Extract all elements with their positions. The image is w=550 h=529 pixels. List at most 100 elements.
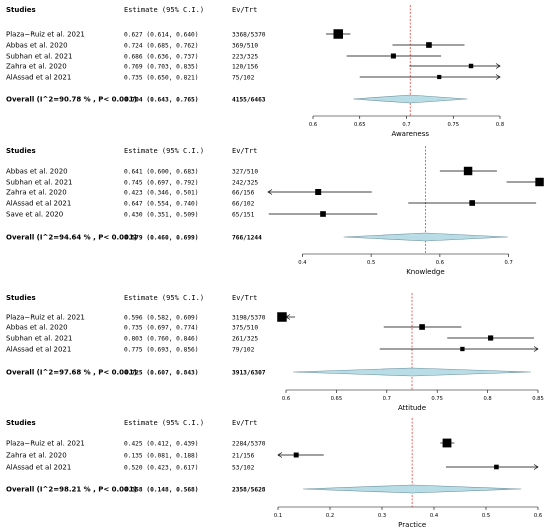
overall-events-total: 3913/6307: [232, 370, 266, 377]
overall-estimate: 0.358 (0.148, 0.568): [124, 487, 199, 494]
column-header-estimate: Estimate (95% C.I.): [124, 294, 204, 302]
study-events-total: 120/156: [232, 64, 258, 71]
study-estimate: 0.430 (0.351, 0.509): [124, 212, 199, 219]
overall-label: Overall (I^2=98.21 % , P< 0.001): [6, 486, 137, 494]
study-events-total: 66/156: [232, 190, 255, 197]
column-header-studies: Studies: [6, 294, 36, 302]
column-header-studies: Studies: [6, 147, 36, 155]
study-estimate: 0.686 (0.636, 0.737): [124, 54, 199, 61]
x-tick-label: 0.7: [505, 260, 513, 266]
study-estimate: 0.803 (0.760, 0.846): [124, 336, 199, 343]
study-name: Abbas et al. 2020: [6, 168, 68, 176]
study-name: Plaza−Ruiz et al. 2021: [6, 314, 85, 322]
study-name: AlAssad et al 2021: [6, 464, 71, 472]
study-events-total: 21/156: [232, 453, 255, 460]
x-axis-title: Knowledge: [406, 268, 444, 276]
study-estimate: 0.425 (0.412, 0.439): [124, 441, 199, 448]
study-name: Zahra et al. 2020: [6, 189, 67, 197]
column-header-studies: Studies: [6, 419, 36, 427]
study-events-total: 66/102: [232, 201, 255, 208]
overall-events-total: 766/1244: [232, 235, 262, 242]
study-point-estimate: [426, 42, 432, 48]
study-point-estimate: [460, 346, 465, 352]
overall-events-total: 4155/6463: [232, 97, 266, 104]
column-header-estimate: Estimate (95% C.I.): [124, 147, 204, 155]
x-axis-title: Attitude: [398, 404, 426, 412]
x-tick-label: 0.5: [367, 260, 375, 266]
study-events-total: 261/325: [232, 336, 258, 343]
x-axis-title: Practice: [398, 521, 426, 529]
study-events-total: 369/510: [232, 43, 258, 50]
x-tick-label: 0.75: [447, 122, 459, 128]
study-estimate: 0.745 (0.697, 0.792): [124, 180, 199, 187]
ci-clip-arrow-right: [495, 74, 501, 80]
study-point-estimate: [293, 452, 299, 458]
study-point-estimate: [463, 166, 473, 176]
column-header-estimate: Estimate (95% C.I.): [124, 419, 204, 427]
overall-estimate: 0.579 (0.460, 0.699): [124, 235, 199, 242]
overall-summary-diamond: [293, 367, 531, 377]
study-estimate: 0.769 (0.703, 0.835): [124, 64, 199, 71]
study-point-estimate: [494, 464, 499, 470]
x-tick-label: 0.8: [483, 396, 491, 402]
x-tick-label: 0.1: [274, 513, 282, 519]
ci-clip-arrow-right: [533, 464, 539, 470]
study-name: AlAssad et al 2021: [6, 346, 71, 354]
study-point-estimate: [468, 63, 474, 69]
study-point-estimate: [535, 177, 544, 187]
overall-summary-diamond: [353, 94, 468, 104]
overall-label: Overall (I^2=97.68 % , P< 0.001): [6, 369, 137, 377]
column-header-evtrt: Ev/Trt: [232, 419, 257, 427]
study-name: Subhan et al. 2021: [6, 335, 73, 343]
study-estimate: 0.641 (0.600, 0.683): [124, 169, 199, 176]
x-tick-label: 0.65: [354, 122, 366, 128]
x-tick-label: 0.65: [331, 396, 343, 402]
study-estimate: 0.724 (0.685, 0.762): [124, 43, 199, 50]
overall-events-total: 2358/5628: [232, 487, 266, 494]
column-header-evtrt: Ev/Trt: [232, 6, 257, 14]
study-name: Plaza−Ruiz et al. 2021: [6, 440, 85, 448]
x-tick-label: 0.6: [534, 513, 542, 519]
study-name: Abbas et al. 2020: [6, 42, 68, 50]
study-events-total: 53/102: [232, 465, 255, 472]
study-estimate: 0.520 (0.423, 0.617): [124, 465, 199, 472]
study-events-total: 75/102: [232, 75, 255, 82]
study-point-estimate: [277, 312, 287, 322]
x-tick-label: 0.6: [309, 122, 317, 128]
study-name: Subhan et al. 2021: [6, 53, 73, 61]
column-header-evtrt: Ev/Trt: [232, 294, 257, 302]
study-events-total: 2284/5370: [232, 441, 266, 448]
study-name: Save et al. 2020: [6, 211, 63, 219]
x-tick-label: 0.2: [326, 513, 334, 519]
study-point-estimate: [320, 211, 326, 217]
x-tick-label: 0.85: [532, 396, 544, 402]
x-axis-title: Awareness: [391, 130, 429, 138]
study-estimate: 0.735 (0.697, 0.774): [124, 325, 199, 332]
x-tick-label: 0.7: [402, 122, 410, 128]
x-tick-label: 0.75: [431, 396, 443, 402]
study-estimate: 0.775 (0.693, 0.856): [124, 347, 199, 354]
x-tick-label: 0.5: [482, 513, 490, 519]
study-name: Zahra et al. 2020: [6, 452, 67, 460]
study-events-total: 327/510: [232, 169, 258, 176]
x-tick-label: 0.3: [378, 513, 386, 519]
study-point-estimate: [488, 335, 494, 341]
x-tick-label: 0.7: [383, 396, 391, 402]
study-point-estimate: [419, 324, 425, 330]
study-estimate: 0.596 (0.582, 0.609): [124, 315, 199, 322]
x-tick-label: 0.4: [298, 260, 307, 266]
x-tick-label: 0.6: [436, 260, 444, 266]
overall-summary-diamond: [302, 484, 522, 494]
x-tick-label: 0.4: [430, 513, 439, 519]
study-name: AlAssad et al 2021: [6, 74, 71, 82]
ci-clip-arrow-right: [495, 63, 501, 69]
column-header-estimate: Estimate (95% C.I.): [124, 6, 204, 14]
study-events-total: 65/151: [232, 212, 255, 219]
study-estimate: 0.735 (0.650, 0.821): [124, 75, 199, 82]
study-name: Abbas et al. 2020: [6, 324, 68, 332]
overall-summary-diamond: [343, 232, 508, 242]
study-events-total: 3368/5370: [232, 32, 266, 39]
x-tick-label: 0.6: [282, 396, 290, 402]
study-name: Zahra et al. 2020: [6, 63, 67, 71]
